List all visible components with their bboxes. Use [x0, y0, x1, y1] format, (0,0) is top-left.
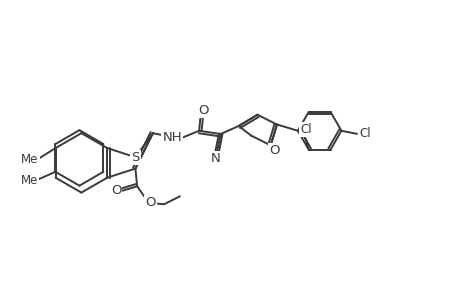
Text: O: O [198, 103, 208, 117]
Text: O: O [111, 184, 121, 197]
Text: Cl: Cl [300, 123, 311, 136]
Text: N: N [210, 152, 219, 165]
Text: Cl: Cl [358, 128, 370, 140]
Text: Me: Me [21, 153, 39, 167]
Text: Me: Me [21, 174, 38, 187]
Text: O: O [145, 196, 155, 209]
Text: NH: NH [162, 130, 182, 143]
Text: O: O [269, 144, 280, 157]
Text: S: S [131, 151, 139, 164]
